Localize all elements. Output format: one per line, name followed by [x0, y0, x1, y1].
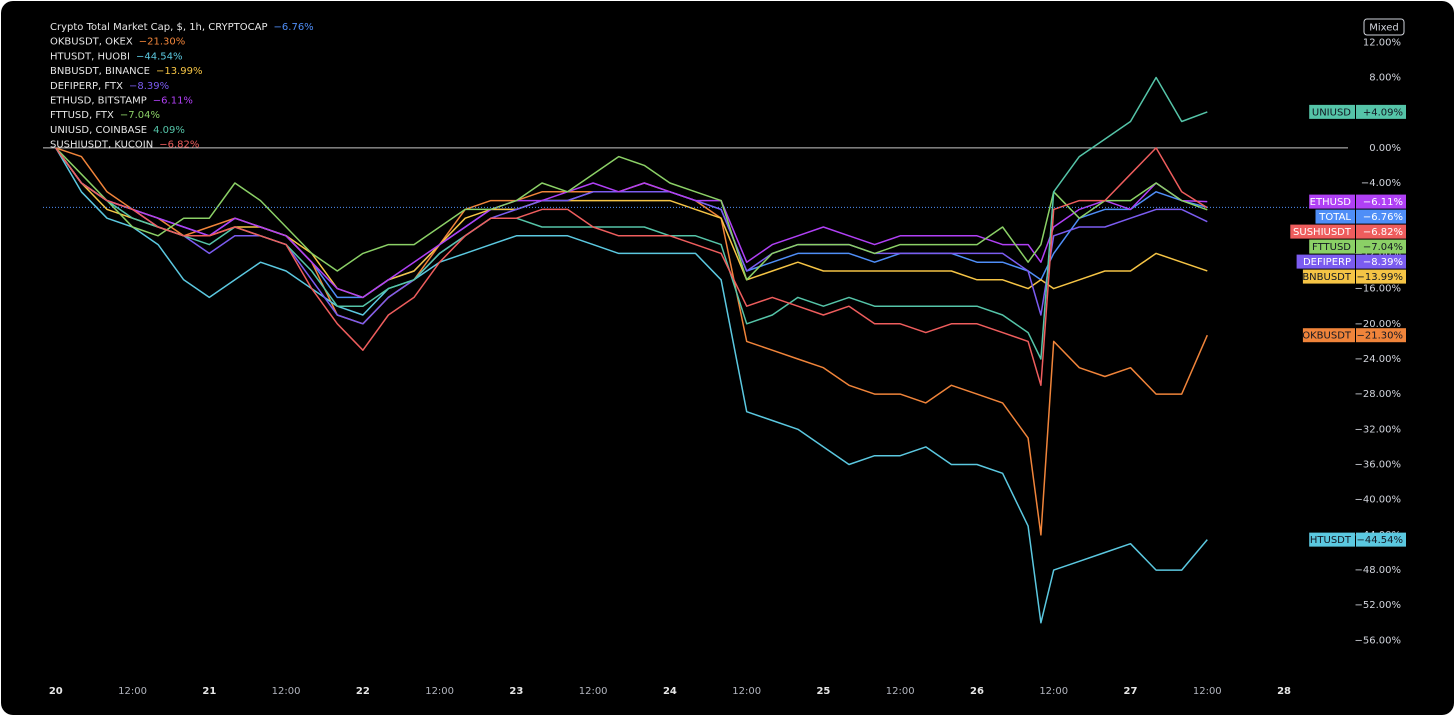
y-tick-label: 0.00%	[1369, 143, 1401, 154]
series-line	[55, 147, 1208, 281]
tag-value-box	[1356, 104, 1406, 119]
x-tick-label: 24	[663, 686, 677, 697]
tag-value-box	[1356, 194, 1406, 209]
tag-name-box	[1309, 194, 1355, 209]
tag-value: −21.30%	[1356, 331, 1403, 342]
tag-value-box	[1356, 209, 1406, 224]
tag-name: SUSHIUSDT	[1293, 227, 1352, 238]
tag-name-box	[1309, 239, 1355, 254]
series-line	[55, 147, 1208, 624]
tag-value-box	[1356, 328, 1406, 343]
x-tick-label: 12:00	[272, 686, 301, 697]
legend-entry: FTTUSD, FTX	[50, 110, 114, 121]
tag-value: −6.11%	[1363, 197, 1403, 208]
tag-name: ETHUSD	[1310, 197, 1352, 208]
legend-change: −13.99%	[156, 66, 203, 77]
y-tick-label: −40.00%	[1354, 495, 1401, 506]
tag-value: −7.04%	[1363, 242, 1403, 253]
axes: 12.00%8.00%4.00%0.00%−4.00%−8.00%−12.00%…	[43, 37, 1401, 697]
legend-entry: OKBUSDT, OKEX	[50, 37, 133, 48]
legend-change: −6.76%	[274, 22, 314, 33]
legend-entry: HTUSDT, HUOBI	[50, 51, 130, 62]
tag-name: TOTAL	[1318, 212, 1351, 223]
tag-value-box	[1356, 239, 1406, 254]
legend-change: −44.54%	[136, 51, 183, 62]
series-line	[55, 147, 1208, 387]
legend-entry: ETHUSD, BITSTAMP	[50, 96, 147, 107]
tag-name: HTUSDT	[1310, 535, 1352, 546]
legend-entry: Crypto Total Market Cap, $, 1h, CRYPTOCA…	[50, 22, 268, 33]
x-tick-label: 28	[1277, 686, 1291, 697]
x-tick-label: 12:00	[886, 686, 915, 697]
tag-value: −6.82%	[1363, 227, 1403, 238]
y-tick-label: 8.00%	[1369, 72, 1401, 83]
tag-value: +4.09%	[1363, 107, 1403, 118]
series-line	[55, 147, 1208, 325]
y-tick-label: −28.00%	[1354, 389, 1401, 400]
x-tick-label: 12:00	[1039, 686, 1068, 697]
tag-value-box	[1356, 254, 1406, 269]
x-tick-label: 27	[1124, 686, 1138, 697]
scale-mode-label[interactable]: Mixed	[1369, 23, 1399, 34]
x-tick-label: 12:00	[425, 686, 454, 697]
tag-value: −6.76%	[1363, 212, 1403, 223]
tag-value: −44.54%	[1356, 535, 1403, 546]
y-tick-label: −4.00%	[1361, 178, 1401, 189]
tag-name: BNBUSDT	[1302, 272, 1352, 283]
y-tick-label: −32.00%	[1354, 424, 1401, 435]
x-tick-label: 25	[816, 686, 830, 697]
legend-entry: BNBUSDT, BINANCE	[50, 66, 150, 77]
y-tick-label: −12.00%	[1354, 248, 1401, 259]
x-tick-label: 12:00	[732, 686, 761, 697]
x-tick-label: 20	[49, 686, 63, 697]
x-tick-label: 23	[509, 686, 523, 697]
x-tick-label: 12:00	[118, 686, 147, 697]
legend-change: −6.82%	[159, 140, 199, 151]
tag-name: OKBUSDT	[1302, 331, 1352, 342]
tag-value-box	[1356, 269, 1406, 284]
tag-value-box	[1356, 532, 1406, 547]
y-tick-label: −36.00%	[1354, 460, 1401, 471]
x-tick-label: 12:00	[579, 686, 608, 697]
legend-entry: SUSHIUSDT, KUCOIN	[50, 140, 153, 151]
y-tick-label: 12.00%	[1363, 37, 1401, 48]
y-tick-label: −16.00%	[1354, 284, 1401, 295]
legend-change: −6.11%	[153, 96, 193, 107]
x-tick-label: 12:00	[1193, 686, 1222, 697]
y-tick-label: −48.00%	[1354, 565, 1401, 576]
scale-mode-button[interactable]	[1363, 18, 1405, 36]
tag-value-box	[1356, 224, 1406, 239]
tag-value: −13.99%	[1356, 272, 1403, 283]
tag-name-box	[1302, 269, 1355, 284]
price-tags: TOTAL −6.76% OKBUSDT −21.30% HTUSDT −44.54% BN…	[1290, 104, 1406, 547]
y-tick-label: −56.00%	[1354, 635, 1401, 646]
x-tick-label: 26	[970, 686, 984, 697]
tag-name-box	[1302, 328, 1355, 343]
legend-change: 4.09%	[153, 125, 185, 136]
tag-name: DEFIPERP	[1303, 257, 1351, 268]
legend-change: −21.30%	[139, 37, 186, 48]
x-tick-label: 21	[202, 686, 216, 697]
tag-name: FTTUSD	[1312, 242, 1351, 253]
legend: Crypto Total Market Cap, $, 1h, CRYPTOCA…	[50, 22, 314, 151]
tag-name-box	[1290, 224, 1355, 239]
tag-name-box	[1309, 104, 1355, 119]
tag-name-box	[1315, 209, 1355, 224]
legend-entry: DEFIPERP, FTX	[50, 81, 123, 92]
tag-name: UNIUSD	[1312, 107, 1351, 118]
legend-entry: UNIUSD, COINBASE	[50, 125, 147, 136]
tag-name-box	[1309, 532, 1355, 547]
plot	[43, 76, 1348, 624]
y-tick-label: −52.00%	[1354, 600, 1401, 611]
legend-change: −7.04%	[120, 110, 160, 121]
y-tick-label: −20.00%	[1354, 319, 1401, 330]
tag-name-box	[1296, 254, 1355, 269]
y-tick-label: −24.00%	[1354, 354, 1401, 365]
tag-value: −8.39%	[1363, 257, 1403, 268]
series-line	[55, 147, 1208, 299]
x-tick-label: 22	[356, 686, 370, 697]
legend-change: −8.39%	[129, 81, 169, 92]
